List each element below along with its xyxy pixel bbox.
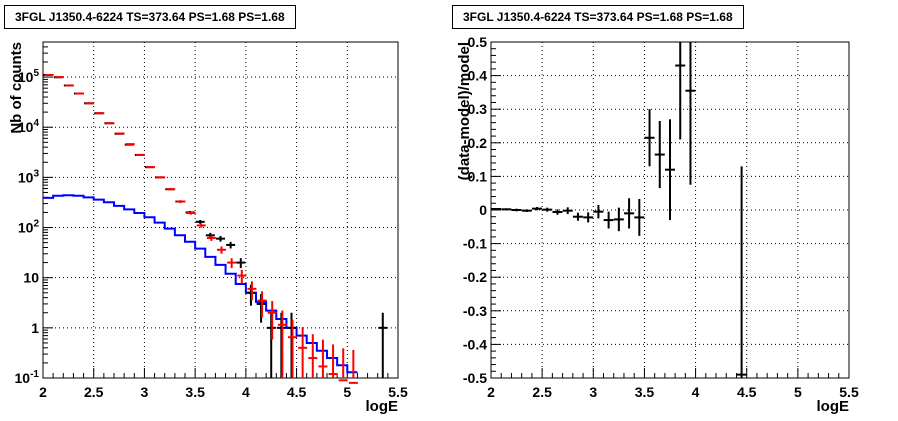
x-tick-label: 3 xyxy=(589,384,597,400)
left-chart-title: 3FGL J1350.4-6224 TS=373.64 PS=1.68 PS=1… xyxy=(4,5,296,29)
x-axis-label: logE xyxy=(817,398,850,415)
y-tick-label: 10-1 xyxy=(15,369,40,386)
x-tick-label: 4 xyxy=(692,384,700,400)
right-chart-title: 3FGL J1350.4-6224 TS=373.64 PS=1.68 PS=1… xyxy=(452,5,744,29)
model-step-line xyxy=(43,194,358,374)
y-tick-label: 105 xyxy=(18,68,40,85)
y-tick-label: 0 xyxy=(479,202,487,218)
y-tick-label: -0.5 xyxy=(463,370,487,386)
y-axis-label: Nb of counts xyxy=(8,42,25,134)
y-tick-label: -0.2 xyxy=(463,269,487,285)
x-tick-label: 2 xyxy=(487,384,495,400)
x-tick-label: 2.5 xyxy=(84,384,104,400)
x-axis-label: logE xyxy=(366,398,399,415)
left-chart: 2 2.5 3 3.5 4 4.5 5 5.5 10-1 1 10 102 103 104 105 logE N… xyxy=(8,41,408,415)
x-tick-label: 2 xyxy=(39,384,47,400)
right-chart: 2 2.5 3 3.5 4 4.5 5 5.5 -0.5 -0.4 -0.3 -0.2 -0.1 0 0.1… xyxy=(456,34,859,415)
y-axis-label: (data-model)/model xyxy=(456,42,473,180)
y-tick-label: 0.1 xyxy=(468,168,488,184)
x-tick-label: 5.5 xyxy=(388,384,408,400)
y-tick-label: 0.4 xyxy=(468,68,488,84)
x-tick-label: 3 xyxy=(141,384,149,400)
y-tick-label: 1 xyxy=(31,320,39,336)
plot-frame xyxy=(42,41,399,379)
x-tick-label: 4 xyxy=(242,384,250,400)
y-tick-label: -0.1 xyxy=(463,236,487,252)
y-tick-label: 0.2 xyxy=(468,135,488,151)
x-tick-label: 5.5 xyxy=(839,384,859,400)
x-tick-label: 5 xyxy=(343,384,351,400)
y-tick-label: 104 xyxy=(18,118,40,135)
y-tick-label: -0.4 xyxy=(463,336,487,352)
y-tick-label: -0.3 xyxy=(463,303,487,319)
y-tick-label: 103 xyxy=(18,168,40,185)
x-tick-label: 3.5 xyxy=(635,384,655,400)
x-tick-label: 5 xyxy=(794,384,802,400)
x-tick-label: 4.5 xyxy=(737,384,757,400)
x-tick-label: 3.5 xyxy=(185,384,205,400)
y-tick-label: 0.3 xyxy=(468,101,488,117)
y-tick-label: 102 xyxy=(18,219,40,236)
y-tick-label: 0.5 xyxy=(468,34,488,50)
x-tick-label: 4.5 xyxy=(287,384,307,400)
x-tick-label: 2.5 xyxy=(532,384,552,400)
y-tick-label: 10 xyxy=(23,270,39,286)
